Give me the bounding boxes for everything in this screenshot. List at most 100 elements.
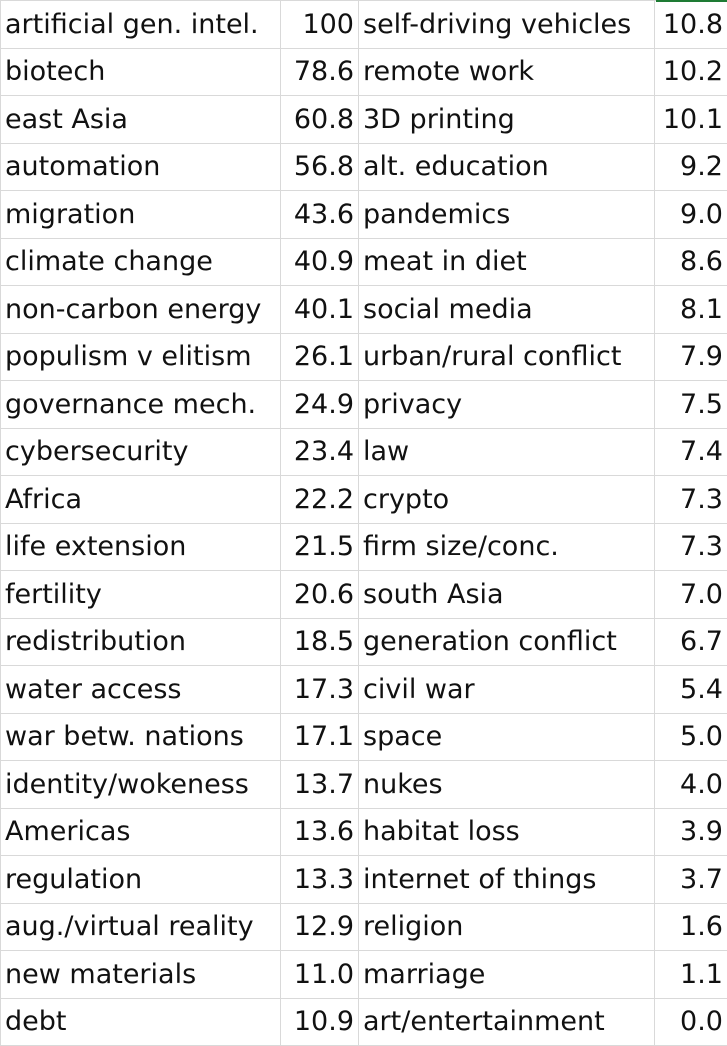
score-cell[interactable]: 5.4 xyxy=(655,666,727,714)
topic-cell[interactable]: nukes xyxy=(359,761,655,809)
score-cell[interactable]: 7.9 xyxy=(655,333,727,381)
score-cell[interactable]: 7.3 xyxy=(655,476,727,524)
score-cell[interactable]: 0.0 xyxy=(655,998,727,1046)
topic-cell[interactable]: biotech xyxy=(1,48,281,96)
score-cell[interactable]: 9.2 xyxy=(655,143,727,191)
score-cell[interactable]: 10.2 xyxy=(655,48,727,96)
score-cell[interactable]: 43.6 xyxy=(281,191,359,239)
score-cell[interactable]: 21.5 xyxy=(281,523,359,571)
score-cell[interactable]: 78.6 xyxy=(281,48,359,96)
topic-cell[interactable]: identity/wokeness xyxy=(1,761,281,809)
topic-cell[interactable]: fertility xyxy=(1,571,281,619)
topic-cell[interactable]: populism v elitism xyxy=(1,333,281,381)
score-cell[interactable]: 23.4 xyxy=(281,428,359,476)
score-cell[interactable]: 10.9 xyxy=(281,998,359,1046)
score-cell[interactable]: 13.7 xyxy=(281,761,359,809)
score-cell[interactable]: 7.3 xyxy=(655,523,727,571)
score-cell[interactable]: 56.8 xyxy=(281,143,359,191)
score-cell[interactable]: 6.7 xyxy=(655,618,727,666)
score-cell[interactable]: 1.1 xyxy=(655,951,727,999)
topic-cell[interactable]: urban/rural conflict xyxy=(359,333,655,381)
score-cell[interactable]: 5.0 xyxy=(655,713,727,761)
topic-cell[interactable]: south Asia xyxy=(359,571,655,619)
topic-cell[interactable]: Africa xyxy=(1,476,281,524)
topic-cell[interactable]: cybersecurity xyxy=(1,428,281,476)
score-cell[interactable]: 22.2 xyxy=(281,476,359,524)
topic-cell[interactable]: crypto xyxy=(359,476,655,524)
topic-cell[interactable]: Americas xyxy=(1,808,281,856)
score-cell[interactable]: 1.6 xyxy=(655,903,727,951)
topic-cell[interactable]: war betw. nations xyxy=(1,713,281,761)
topic-cell[interactable]: 3D printing xyxy=(359,96,655,144)
score-cell[interactable]: 7.5 xyxy=(655,381,727,429)
topic-cell[interactable]: meat in diet xyxy=(359,238,655,286)
topic-cell[interactable]: alt. education xyxy=(359,143,655,191)
score-cell[interactable]: 12.9 xyxy=(281,903,359,951)
topic-cell[interactable]: space xyxy=(359,713,655,761)
topic-cell[interactable]: non-carbon energy xyxy=(1,286,281,334)
topic-cell[interactable]: privacy xyxy=(359,381,655,429)
topic-cell[interactable]: life extension xyxy=(1,523,281,571)
score-cell[interactable]: 3.9 xyxy=(655,808,727,856)
score-cell[interactable]: 8.6 xyxy=(655,238,727,286)
score-cell[interactable]: 17.1 xyxy=(281,713,359,761)
topic-cell[interactable]: generation conflict xyxy=(359,618,655,666)
score-cell[interactable]: 60.8 xyxy=(281,96,359,144)
score-cell[interactable]: 11.0 xyxy=(281,951,359,999)
topic-cell[interactable]: pandemics xyxy=(359,191,655,239)
score-cell[interactable]: 9.0 xyxy=(655,191,727,239)
topic-cell[interactable]: east Asia xyxy=(1,96,281,144)
score-cell[interactable]: 20.6 xyxy=(281,571,359,619)
topic-cell[interactable]: firm size/conc. xyxy=(359,523,655,571)
topic-cell[interactable]: aug./virtual reality xyxy=(1,903,281,951)
topic-cell[interactable]: marriage xyxy=(359,951,655,999)
score-cell[interactable]: 40.9 xyxy=(281,238,359,286)
score-cell[interactable]: 4.0 xyxy=(655,761,727,809)
topic-cell[interactable]: civil war xyxy=(359,666,655,714)
score-cell[interactable]: 10.1 xyxy=(655,96,727,144)
score-cell[interactable]: 7.4 xyxy=(655,428,727,476)
score-cell[interactable]: 13.3 xyxy=(281,856,359,904)
topic-cell[interactable]: internet of things xyxy=(359,856,655,904)
topic-cell[interactable]: law xyxy=(359,428,655,476)
topic-cell[interactable]: redistribution xyxy=(1,618,281,666)
score-cell[interactable]: 40.1 xyxy=(281,286,359,334)
topic-cell[interactable]: artificial gen. intel. xyxy=(1,1,281,49)
score-cell[interactable]: 13.6 xyxy=(281,808,359,856)
score-cell[interactable]: 26.1 xyxy=(281,333,359,381)
score-cell[interactable]: 17.3 xyxy=(281,666,359,714)
topic-cell[interactable]: debt xyxy=(1,998,281,1046)
score-cell[interactable]: 100 xyxy=(281,1,359,49)
topic-cell[interactable]: art/entertainment xyxy=(359,998,655,1046)
topic-cell[interactable]: water access xyxy=(1,666,281,714)
topic-cell[interactable]: remote work xyxy=(359,48,655,96)
topic-cell[interactable]: religion xyxy=(359,903,655,951)
score-cell[interactable]: 24.9 xyxy=(281,381,359,429)
topic-cell[interactable]: regulation xyxy=(1,856,281,904)
topic-cell[interactable]: social media xyxy=(359,286,655,334)
topic-cell[interactable]: new materials xyxy=(1,951,281,999)
topic-cell[interactable]: self-driving vehicles xyxy=(359,1,655,49)
score-cell[interactable]: 7.0 xyxy=(655,571,727,619)
score-cell[interactable]: 10.8 xyxy=(655,1,727,49)
score-cell[interactable]: 18.5 xyxy=(281,618,359,666)
topic-cell[interactable]: habitat loss xyxy=(359,808,655,856)
topic-cell[interactable]: migration xyxy=(1,191,281,239)
topic-cell[interactable]: climate change xyxy=(1,238,281,286)
topic-cell[interactable]: governance mech. xyxy=(1,381,281,429)
score-cell[interactable]: 8.1 xyxy=(655,286,727,334)
score-cell[interactable]: 3.7 xyxy=(655,856,727,904)
topic-cell[interactable]: automation xyxy=(1,143,281,191)
